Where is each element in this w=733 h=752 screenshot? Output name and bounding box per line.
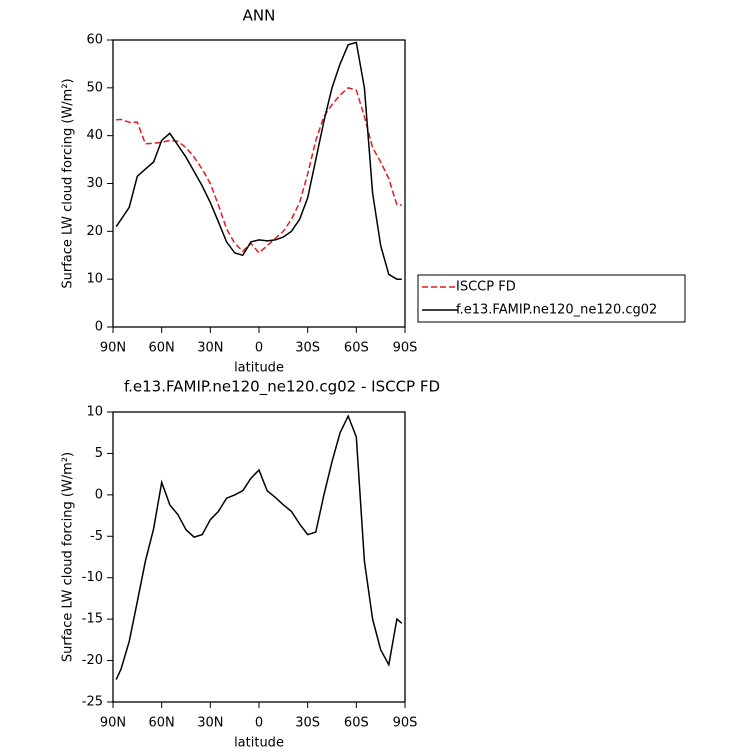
x-tick-label: 30N (197, 341, 223, 356)
y-tick-label: 20 (86, 224, 103, 239)
y-tick-label: 50 (86, 80, 103, 95)
y-tick-label: 0 (95, 487, 103, 502)
x-tick-label: 90N (100, 716, 126, 731)
x-tick-label: 0 (255, 716, 263, 731)
x-tick-label: 60S (344, 716, 369, 731)
y-tick-label: 5 (95, 446, 103, 461)
x-tick-label: 60N (149, 341, 175, 356)
x-tick-label: 90S (393, 716, 418, 731)
plot-frame (112, 39, 406, 328)
y-tick-label: -10 (82, 570, 103, 585)
legend-box (417, 274, 686, 323)
x-tick-label: 0 (255, 341, 263, 356)
y-tick-label: 10 (86, 272, 103, 287)
y-tick-label: -15 (82, 612, 103, 627)
y-tick-label: 30 (86, 176, 103, 191)
y-axis-label: Surface LW cloud forcing (W/m²) (61, 78, 76, 288)
chart-title: ANN (243, 7, 276, 25)
x-tick-label: 90S (393, 341, 418, 356)
y-tick-label: 0 (95, 320, 103, 335)
x-tick-label: 60S (344, 341, 369, 356)
x-tick-label: 90N (100, 341, 126, 356)
y-tick-label: 40 (86, 128, 103, 143)
panel: f.e13.FAMIP.ne120_ne120.cg02 - ISCCP FD l… (61, 378, 441, 751)
y-axis-label: Surface LW cloud forcing (W/m²) (61, 452, 76, 662)
data-line (115, 414, 403, 680)
y-tick-label: -20 (82, 653, 103, 668)
x-tick-label: 30S (295, 716, 320, 731)
legend-label: f.e13.FAMIP.ne120_ne120.cg02 (456, 303, 657, 318)
plot-frame (112, 411, 406, 703)
y-tick-label: -25 (82, 695, 103, 710)
x-tick-label: 60N (149, 716, 175, 731)
panel: ANN latitude Surface LW cloud forcing (W/m… (61, 7, 686, 376)
x-axis-label: latitude (234, 361, 284, 376)
x-tick-label: 30S (295, 341, 320, 356)
y-tick-label: -5 (90, 529, 103, 544)
y-tick-label: 60 (86, 33, 103, 48)
data-line (115, 41, 402, 280)
data-line (116, 86, 402, 254)
y-tick-label: 10 (86, 405, 103, 420)
chart-title: f.e13.FAMIP.ne120_ne120.cg02 - ISCCP FD (124, 378, 440, 397)
x-tick-label: 30N (197, 716, 223, 731)
x-axis-label: latitude (234, 736, 284, 751)
legend-label: ISCCP FD (456, 280, 516, 295)
